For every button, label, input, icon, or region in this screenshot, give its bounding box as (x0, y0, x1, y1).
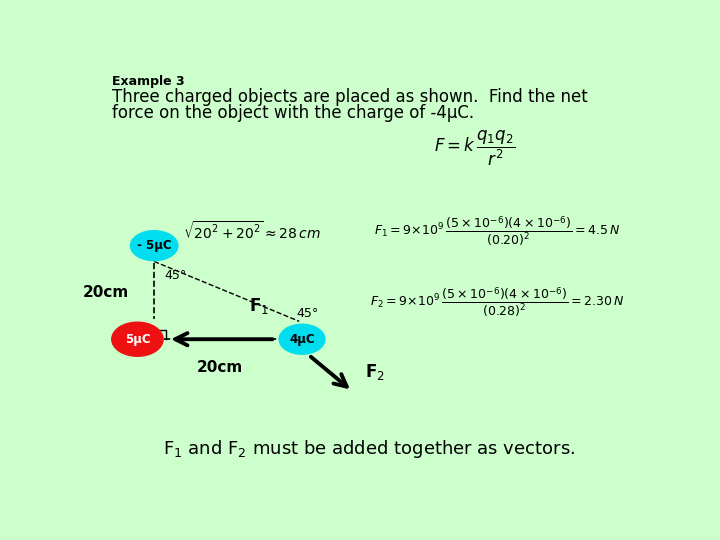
Text: - 5μC: - 5μC (137, 239, 171, 252)
Text: $F_2 = 9\!\times\!10^9\,\dfrac{(5\times10^{-6})(4\times10^{-6})}{(0.28)^2} = 2.3: $F_2 = 9\!\times\!10^9\,\dfrac{(5\times1… (370, 285, 624, 319)
Text: 20cm: 20cm (197, 360, 243, 375)
Text: 45°: 45° (297, 307, 319, 320)
Text: 45°: 45° (164, 268, 186, 281)
Text: 4μC: 4μC (289, 333, 315, 346)
Text: Three charged objects are placed as shown.  Find the net: Three charged objects are placed as show… (112, 87, 588, 106)
Text: $F = k\,\dfrac{q_1 q_2}{r^2}$: $F = k\,\dfrac{q_1 q_2}{r^2}$ (434, 129, 516, 167)
Ellipse shape (130, 231, 178, 261)
Text: force on the object with the charge of -4μC.: force on the object with the charge of -… (112, 104, 474, 122)
Text: $\sqrt{20^2+20^2} \approx 28\,cm$: $\sqrt{20^2+20^2} \approx 28\,cm$ (183, 220, 320, 242)
Ellipse shape (279, 324, 325, 354)
Text: F$_1$ and F$_2$ must be added together as vectors.: F$_1$ and F$_2$ must be added together a… (163, 438, 575, 461)
Text: F$_2$: F$_2$ (364, 362, 384, 382)
Text: Example 3: Example 3 (112, 75, 185, 88)
Ellipse shape (112, 322, 163, 356)
Text: 5μC: 5μC (125, 333, 150, 346)
Text: 20cm: 20cm (83, 285, 129, 300)
Text: F$_1$: F$_1$ (249, 296, 269, 316)
Text: $F_1 = 9\!\times\!10^9\,\dfrac{(5\times10^{-6})(4\times10^{-6})}{(0.20)^2} = 4.5: $F_1 = 9\!\times\!10^9\,\dfrac{(5\times1… (374, 214, 621, 248)
